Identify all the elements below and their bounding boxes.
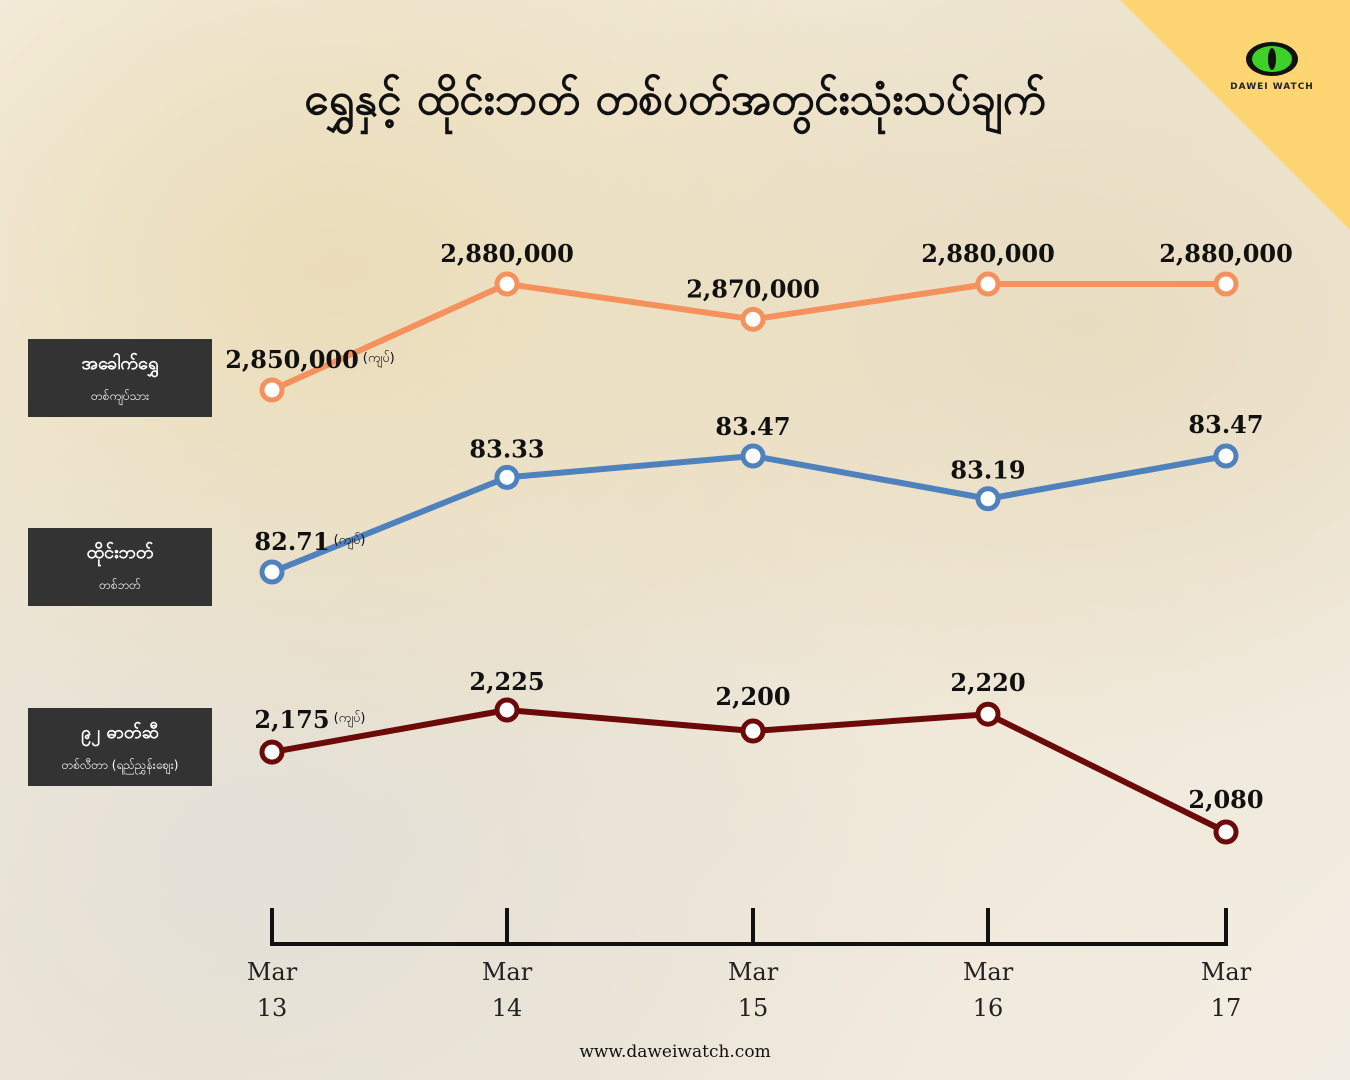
x-tick-label-day: 17 bbox=[1211, 994, 1242, 1022]
data-point bbox=[1213, 443, 1239, 469]
series-label-unit: တစ်လီတာ (ရည်ညွှန်းဈေး) bbox=[61, 758, 179, 772]
series-label-name: ၉၂ ဓာတ်ဆီ bbox=[81, 722, 159, 743]
series-label-name: အခေါက်ရွှေ bbox=[81, 353, 159, 374]
data-point bbox=[259, 739, 285, 765]
data-point bbox=[740, 443, 766, 469]
data-point bbox=[740, 306, 766, 332]
unit-note: (ကျပ်) bbox=[334, 532, 366, 550]
x-tick-label-month: Mar bbox=[482, 958, 533, 986]
data-label: 2,850,000 bbox=[225, 345, 359, 374]
data-point bbox=[494, 697, 520, 723]
x-tick-label-day: 14 bbox=[492, 994, 523, 1022]
x-tick-label-day: 13 bbox=[257, 994, 288, 1022]
data-point bbox=[975, 701, 1001, 727]
data-label: 83.47 bbox=[1188, 410, 1263, 439]
data-label: 83.19 bbox=[950, 456, 1025, 485]
unit-note: (ကျပ်) bbox=[334, 710, 366, 728]
brand-name: DAWEI WATCH bbox=[1230, 82, 1314, 92]
website-footer: www.daweiwatch.com bbox=[579, 1042, 771, 1062]
x-tick-label-month: Mar bbox=[963, 958, 1014, 986]
data-point bbox=[1213, 819, 1239, 845]
data-point bbox=[975, 486, 1001, 512]
data-label: 2,880,000 bbox=[440, 239, 574, 268]
data-label: 82.71 bbox=[254, 527, 329, 556]
data-label: 2,880,000 bbox=[921, 239, 1055, 268]
series-label-unit: တစ်ဘတ် bbox=[99, 578, 141, 592]
x-tick-label-month: Mar bbox=[1201, 958, 1252, 986]
data-point bbox=[1213, 271, 1239, 297]
data-point bbox=[975, 271, 1001, 297]
data-point bbox=[494, 464, 520, 490]
series-label-fuel: ၉၂ ဓာတ်ဆီ တစ်လီတာ (ရည်ညွှန်းဈေး) bbox=[28, 708, 212, 786]
data-point bbox=[740, 718, 766, 744]
data-label: 2,220 bbox=[950, 668, 1025, 697]
data-point bbox=[259, 559, 285, 585]
series-label-name: ထိုင်းဘတ် bbox=[86, 542, 154, 563]
data-label: 2,080 bbox=[1188, 785, 1263, 814]
x-tick-label-month: Mar bbox=[247, 958, 298, 986]
unit-note: (ကျပ်) bbox=[363, 350, 395, 368]
data-point bbox=[259, 377, 285, 403]
data-label: 2,225 bbox=[469, 667, 544, 696]
data-label: 83.47 bbox=[715, 412, 790, 441]
data-label: 2,870,000 bbox=[686, 274, 820, 303]
data-label: 2,175 bbox=[254, 705, 329, 734]
data-label: 2,200 bbox=[715, 682, 790, 711]
series-label-unit: တစ်ကျပ်သား bbox=[90, 389, 150, 403]
series-label-gold: အခေါက်ရွှေ တစ်ကျပ်သား bbox=[28, 339, 212, 417]
x-tick-label-month: Mar bbox=[728, 958, 779, 986]
series-label-baht: ထိုင်းဘတ် တစ်ဘတ် bbox=[28, 528, 212, 606]
eye-icon bbox=[1246, 42, 1298, 76]
x-tick-label-day: 15 bbox=[738, 994, 769, 1022]
x-tick-label-day: 16 bbox=[973, 994, 1004, 1022]
brand-logo: DAWEI WATCH bbox=[1222, 40, 1322, 92]
page-title: ရွှေနှင့် ထိုင်းဘတ် တစ်ပတ်အတွင်းသုံးသပ်ခ… bbox=[304, 74, 1046, 125]
data-point bbox=[494, 271, 520, 297]
data-label: 83.33 bbox=[469, 434, 544, 463]
data-label: 2,880,000 bbox=[1159, 239, 1293, 268]
corner-banner bbox=[1120, 0, 1350, 230]
series-line bbox=[270, 453, 1227, 575]
